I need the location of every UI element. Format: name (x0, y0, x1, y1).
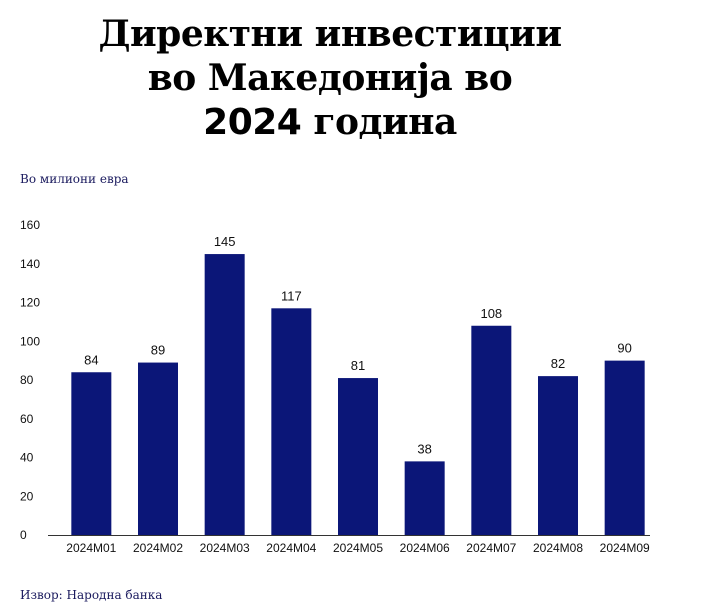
y-tick-label: 80 (20, 373, 34, 387)
x-tick-label: 2024M09 (600, 541, 650, 555)
data-label: 90 (617, 341, 631, 356)
data-label: 108 (480, 306, 502, 321)
y-tick-label: 60 (20, 412, 34, 426)
data-label: 89 (151, 343, 165, 358)
bar-2024m04 (271, 308, 312, 535)
x-tick-label: 2024M07 (466, 541, 516, 555)
x-tick-label: 2024M05 (333, 541, 383, 555)
y-tick-label: 40 (20, 451, 34, 465)
chart-title: Директни инвестиции во Македонија во 202… (0, 12, 660, 145)
y-tick-label: 20 (20, 489, 34, 503)
data-label: 82 (551, 356, 565, 371)
bar-2024m03 (204, 254, 245, 535)
title-line-2: во Македонија во (147, 57, 513, 99)
title-year: 2024 (203, 102, 302, 143)
source-label: Извор: Народна банка (20, 588, 163, 602)
x-tick-label: 2024M02 (133, 541, 183, 555)
y-tick-label: 160 (20, 218, 40, 232)
y-tick-label: 140 (20, 257, 40, 271)
data-label: 145 (214, 234, 236, 249)
x-tick-label: 2024M04 (266, 541, 316, 555)
title-line-1: Директни инвестиции (98, 13, 562, 55)
x-tick-label: 2024M06 (400, 541, 450, 555)
bar-2024m09 (604, 360, 645, 535)
x-axis: 2024M01 2024M02 2024M03 2024M04 2024M05 2024M… (66, 541, 650, 555)
bars (71, 254, 645, 535)
title-line-3: 2024 година (0, 100, 660, 145)
bar-2024m05 (338, 378, 378, 535)
y-axis: 0 20 40 60 80 100 120 140 160 (20, 218, 40, 542)
data-label: 84 (84, 352, 98, 367)
bar-2024m06 (404, 461, 445, 535)
data-label: 81 (351, 358, 365, 373)
data-label: 117 (281, 288, 302, 303)
bar-2024m01 (71, 372, 112, 535)
bar-2024m07 (471, 325, 512, 535)
data-labels: 84 89 145 117 81 38 108 82 90 (84, 234, 632, 456)
y-tick-label: 100 (20, 334, 40, 348)
x-tick-label: 2024M08 (533, 541, 583, 555)
x-tick-label: 2024M03 (200, 541, 250, 555)
bar-2024m02 (138, 362, 178, 535)
y-tick-label: 120 (20, 296, 40, 310)
unit-label: Во милиони евра (20, 172, 129, 186)
bar-2024m08 (538, 376, 578, 535)
data-label: 38 (417, 441, 431, 456)
title-line-3-rest: година (313, 101, 457, 143)
x-tick-label: 2024M01 (66, 541, 116, 555)
y-tick-label: 0 (20, 528, 27, 542)
